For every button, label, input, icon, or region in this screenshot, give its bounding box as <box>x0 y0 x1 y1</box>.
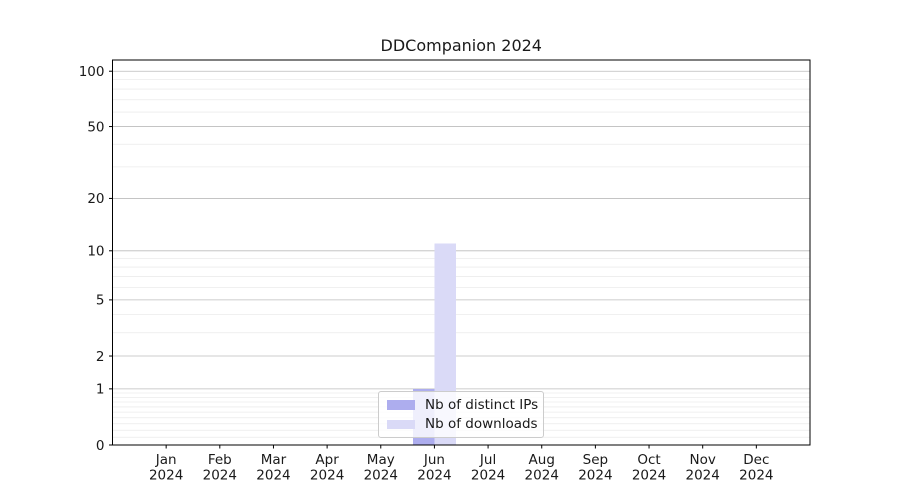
y-tick-label: 2 <box>96 349 105 365</box>
x-tick-label-year: 2024 <box>364 468 398 484</box>
y-tick-label: 20 <box>87 191 104 207</box>
x-tick-label-month: Jun <box>423 452 445 468</box>
x-tick-label-month: Sep <box>583 452 608 468</box>
x-tick-label-month: Jul <box>479 452 496 468</box>
x-tick-label-month: Mar <box>261 452 287 468</box>
y-tick-label: 50 <box>87 119 104 135</box>
legend-swatch-0 <box>387 400 415 410</box>
y-tick-label: 0 <box>96 438 105 454</box>
x-tick-label-month: Oct <box>637 452 660 468</box>
legend-item-downloads: Nb of downloads <box>387 416 538 433</box>
x-tick-label-year: 2024 <box>686 468 720 484</box>
x-tick-label-month: Nov <box>690 452 716 468</box>
y-tick-label: 5 <box>96 293 105 309</box>
legend: Nb of distinct IPs Nb of downloads <box>378 391 544 438</box>
x-tick-label-year: 2024 <box>310 468 344 484</box>
x-tick-label-month: May <box>367 452 395 468</box>
x-tick-label-month: Aug <box>529 452 555 468</box>
y-tick-label: 100 <box>79 64 105 80</box>
x-tick-label-year: 2024 <box>525 468 559 484</box>
chart-title: DDCompanion 2024 <box>380 36 542 55</box>
legend-swatch-1 <box>387 419 415 429</box>
y-tick-label: 10 <box>87 244 104 260</box>
x-tick-label-month: Feb <box>208 452 232 468</box>
legend-item-distinct-ips: Nb of distinct IPs <box>387 396 539 413</box>
legend-label-distinct-ips: Nb of distinct IPs <box>425 396 539 413</box>
plot-border <box>112 59 811 446</box>
x-tick-label-month: Dec <box>743 452 769 468</box>
x-tick-label-year: 2024 <box>417 468 451 484</box>
x-tick-label-month: Apr <box>315 452 339 468</box>
legend-label-downloads: Nb of downloads <box>425 416 538 433</box>
x-tick-label-year: 2024 <box>203 468 237 484</box>
x-tick-label-month: Jan <box>155 452 177 468</box>
x-tick-label-year: 2024 <box>739 468 773 484</box>
y-tick-label: 1 <box>96 382 105 398</box>
x-tick-label-year: 2024 <box>256 468 290 484</box>
x-tick-label-year: 2024 <box>471 468 505 484</box>
x-tick-label-year: 2024 <box>149 468 183 484</box>
x-tick-label-year: 2024 <box>632 468 666 484</box>
x-tick-label-year: 2024 <box>578 468 612 484</box>
